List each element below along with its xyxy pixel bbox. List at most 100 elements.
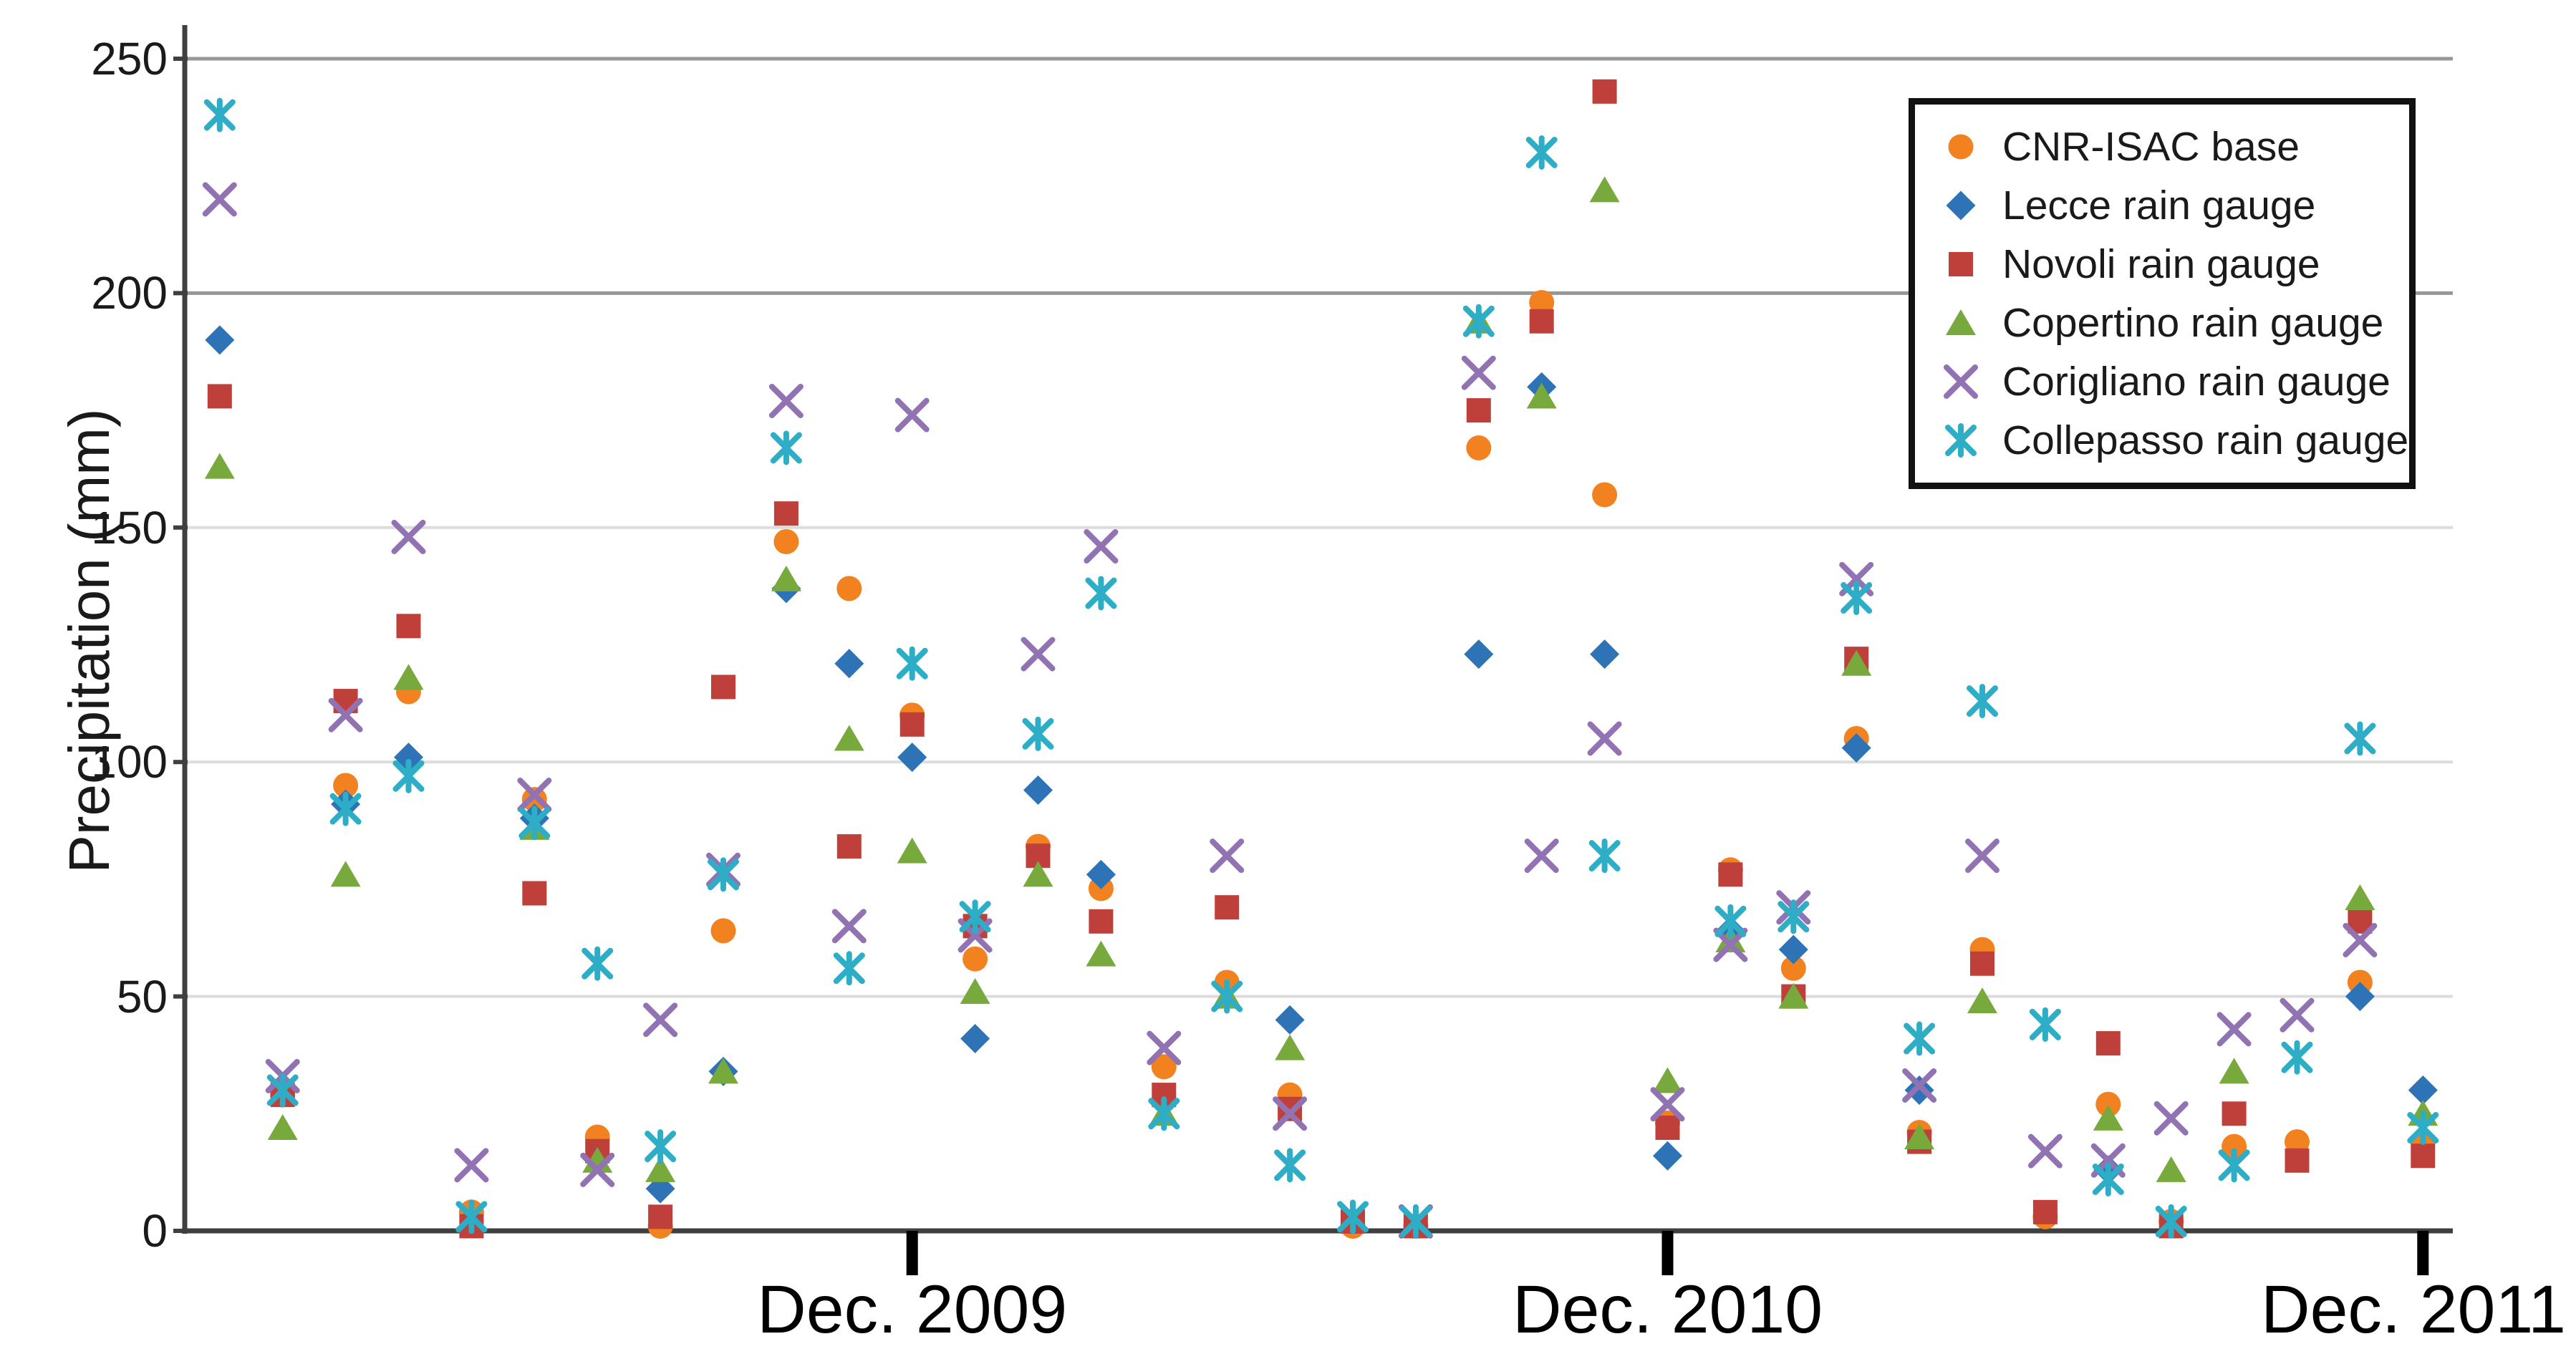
data-point [1841,649,1872,676]
legend-label: Copertino rain gauge [2002,300,2384,346]
data-point [836,834,862,859]
data-point [2281,1040,2313,1075]
triangle-icon [1946,309,1976,335]
data-point [710,918,736,944]
x-tick-label-Dec-2010: Dec. 2010 [1512,1272,1823,1348]
data-point [580,1152,615,1187]
data-point [2216,1012,2252,1047]
x-tick-label-Dec-2011: Dec. 2011 [2260,1272,2567,1348]
data-point [897,743,927,773]
data-point [393,743,424,773]
data-point [1967,684,1998,719]
data-point [770,430,802,465]
data-point [1777,899,1810,934]
data-point [2153,1101,2189,1136]
data-point [2411,1143,2436,1169]
data-point [2218,1148,2250,1183]
data-point [834,649,864,679]
data-point [205,325,235,355]
y-tick-label-200: 200 [91,267,168,319]
data-point [1084,528,1119,564]
data-point [391,519,426,554]
legend-item-Collepasso-rain-gauge: Collepasso rain gauge [1915,411,2409,470]
y-axis-title: Precipitation (mm) [57,408,121,874]
data-point [1841,581,1873,616]
data-point [582,946,614,981]
data-point [1021,637,1056,672]
data-point [960,978,990,1005]
legend-item-CNR-ISAC-base: CNR-ISAC base [1915,117,2409,176]
chart-legend: CNR-ISAC base Lecce rain gauge Novoli rain… [1909,98,2416,489]
data-point [1275,1005,1305,1035]
data-point [1464,639,1494,669]
data-point [960,1024,990,1054]
data-point [896,646,928,681]
data-point [708,1058,738,1084]
data-point [392,758,425,793]
data-point [836,576,862,601]
data-point [204,453,235,479]
data-point [2029,1007,2061,1042]
legend-label: Collepasso rain gauge [2002,417,2409,463]
data-point [2280,997,2315,1033]
legend-item-Corigliano-rain-gauge: Corigliano rain gauge [1915,352,2409,411]
diamond-icon [1946,190,1976,221]
data-point [1590,639,1620,669]
data-point [1780,955,1806,981]
data-point [1462,304,1495,339]
data-point [1215,895,1240,920]
data-point [1023,775,1053,805]
y-tick-label-50: 50 [116,970,168,1022]
legend-item-Lecce-rain-gauge: Lecce rain gauge [1915,176,2409,235]
data-point [517,778,552,813]
legend-item-Novoli-rain-gauge: Novoli rain gauge [1915,235,2409,294]
data-point [2032,1199,2058,1224]
data-point [1525,135,1558,170]
data-point [267,1113,298,1140]
data-point [1718,862,1743,887]
data-point [1652,1141,1683,1171]
data-point [2156,1156,2186,1182]
data-point [1592,482,1618,508]
data-point [833,951,865,986]
data-point [1529,309,1554,334]
data-point [518,806,551,841]
data-point [455,1199,488,1234]
data-point [2345,884,2375,911]
legend-label: Novoli rain gauge [2002,241,2320,287]
data-point [1841,733,1871,763]
data-point [329,791,362,826]
data-point [831,909,867,944]
data-point [2027,1133,2063,1169]
data-point [1655,1115,1680,1140]
data-point [2285,1129,2310,1155]
data-point [2285,1148,2310,1173]
data-point [643,1002,678,1038]
data-point [1148,1096,1180,1131]
data-point [645,1129,677,1164]
data-point [2222,1101,2247,1126]
data-point [1904,1021,1936,1056]
data-point [1337,1199,1369,1234]
data-point [1274,1148,1306,1183]
data-point [1970,951,1994,976]
data-point [396,614,421,639]
data-point [330,861,361,887]
data-point [2219,1058,2249,1084]
data-point [1151,1054,1177,1080]
xmark-icon [1944,364,1978,399]
data-point [1524,838,1559,874]
data-point [1461,355,1496,390]
star6-icon [1945,423,1977,458]
data-point [1275,1034,1306,1060]
data-point [2222,1133,2247,1159]
data-point [708,857,739,892]
data-point [202,182,237,217]
data-point [768,384,804,419]
data-point [1022,716,1054,751]
data-point [1902,1068,1937,1103]
data-point [454,1148,489,1183]
x-tick-label-Dec-2009: Dec. 2009 [757,1272,1068,1348]
data-point [1652,1067,1683,1093]
data-point [1592,79,1617,104]
